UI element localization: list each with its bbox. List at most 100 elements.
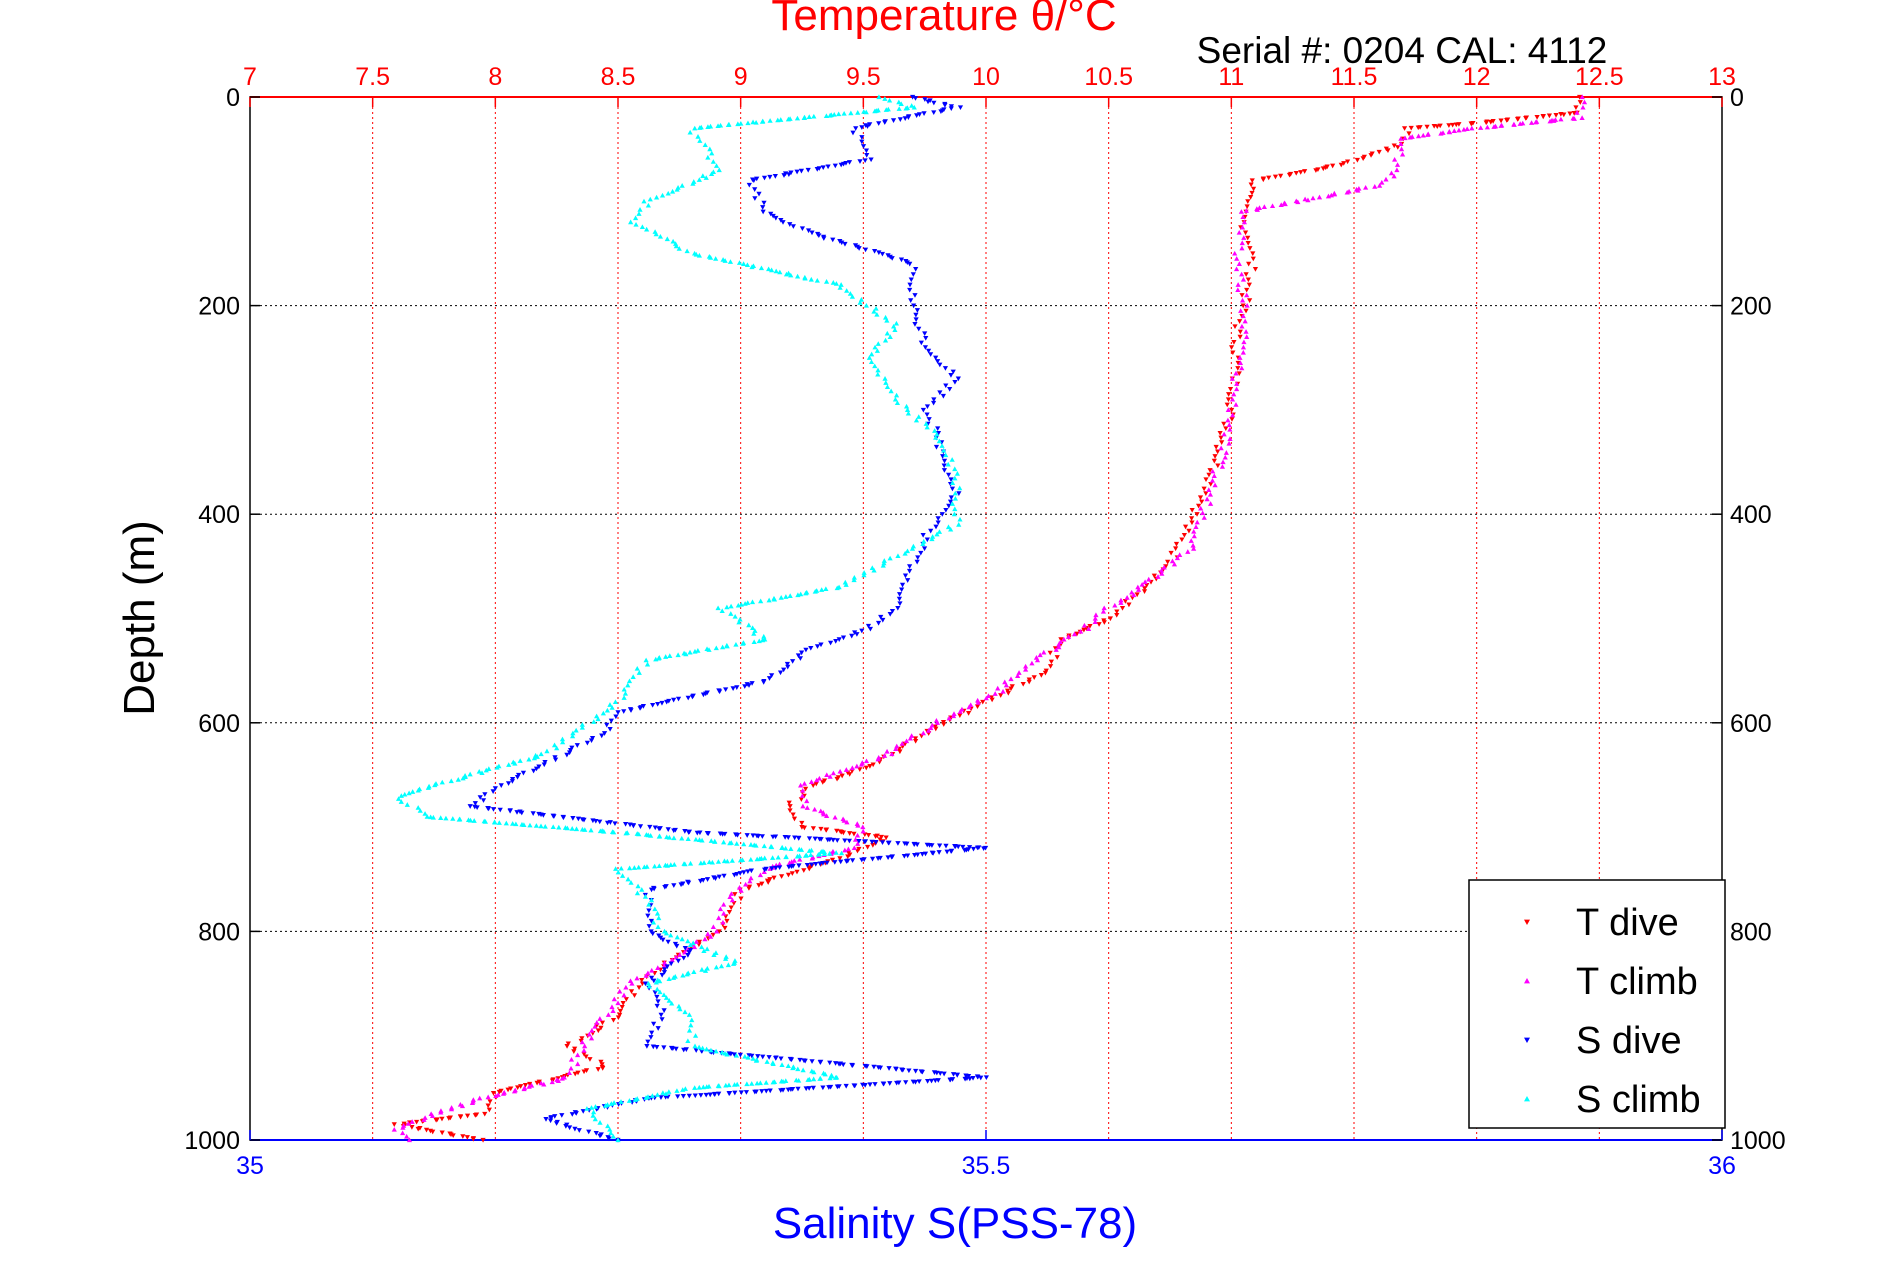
data-point [607, 702, 613, 707]
data-point [876, 121, 882, 126]
data-point [946, 715, 952, 721]
data-point [865, 844, 871, 850]
data-point [840, 635, 847, 641]
data-point [836, 111, 842, 117]
data-point [607, 1126, 613, 1132]
legend-box [1468, 879, 1726, 1129]
right-axis-tick-label: 800 [1730, 918, 1772, 946]
data-point [797, 656, 804, 661]
data-point [864, 1064, 870, 1069]
data-point [597, 1133, 603, 1139]
data-point [870, 843, 876, 848]
data-point [1215, 449, 1221, 455]
data-point [924, 404, 931, 410]
data-point [722, 258, 728, 263]
data-point [1229, 407, 1235, 413]
data-point [1158, 567, 1165, 573]
data-point [659, 192, 666, 198]
data-point [1498, 123, 1504, 128]
data-point [947, 386, 953, 392]
data-point [861, 839, 868, 845]
data-point [1237, 319, 1243, 324]
data-point [723, 687, 729, 693]
data-point [817, 1076, 823, 1081]
data-point [1129, 589, 1135, 595]
data-point [948, 849, 954, 854]
data-point [519, 810, 525, 816]
data-point [844, 288, 850, 293]
data-point [837, 285, 843, 290]
data-point [1406, 131, 1412, 137]
data-point [636, 985, 642, 991]
data-point [944, 849, 950, 855]
data-point [903, 403, 910, 409]
data-point [625, 876, 631, 882]
data-point [1042, 670, 1049, 676]
data-point [872, 108, 878, 114]
data-point [1245, 277, 1251, 283]
data-point [710, 924, 716, 930]
data-point [852, 1083, 858, 1089]
data-point [914, 113, 920, 118]
data-point [671, 828, 677, 834]
data-point [559, 736, 566, 742]
data-point [659, 700, 665, 706]
data-point [792, 835, 798, 841]
data-point [713, 964, 719, 970]
data-point [914, 308, 921, 313]
data-point [935, 430, 942, 436]
data-point [1407, 134, 1413, 140]
data-point [773, 865, 779, 871]
data-point [1573, 105, 1579, 111]
data-point [1446, 129, 1453, 135]
data-point [737, 1052, 743, 1058]
data-point [857, 300, 863, 305]
data-point [636, 831, 642, 837]
data-point [663, 1091, 669, 1096]
data-point [1302, 169, 1308, 174]
data-point [719, 1049, 725, 1055]
data-point [798, 591, 804, 597]
data-point [919, 1069, 925, 1075]
data-point [952, 506, 958, 512]
data-point [1376, 149, 1382, 155]
legend-label: S dive [1576, 1020, 1682, 1062]
data-point [799, 650, 805, 656]
data-point [707, 255, 714, 260]
data-point [643, 657, 649, 663]
data-point [1239, 323, 1245, 329]
data-point [541, 1081, 547, 1087]
data-point [1209, 477, 1216, 483]
data-point [869, 351, 875, 357]
data-point [421, 1117, 427, 1122]
data-point [1240, 276, 1247, 282]
data-point [1054, 655, 1060, 660]
data-point [832, 1075, 839, 1080]
data-point [604, 722, 610, 728]
data-point [497, 807, 503, 813]
data-point [827, 1075, 833, 1081]
data-point [808, 276, 814, 282]
top-axis-tick-label: 9.5 [846, 63, 881, 91]
data-point [799, 226, 806, 232]
data-point [814, 777, 820, 783]
data-point [622, 690, 629, 696]
data-point [734, 832, 741, 838]
data-point [785, 872, 792, 878]
data-point [957, 709, 963, 714]
data-point [778, 874, 785, 879]
data-point [889, 854, 895, 860]
data-point [1081, 622, 1088, 628]
data-point [914, 842, 920, 848]
data-point [439, 779, 445, 785]
data-point [646, 924, 652, 929]
data-point [762, 855, 768, 861]
data-point [1003, 682, 1009, 688]
data-point [1201, 515, 1207, 520]
data-point [887, 611, 893, 617]
data-point [429, 1113, 436, 1118]
data-point [796, 863, 802, 869]
data-point [918, 550, 924, 556]
data-point [391, 1122, 397, 1127]
data-point [693, 251, 699, 257]
